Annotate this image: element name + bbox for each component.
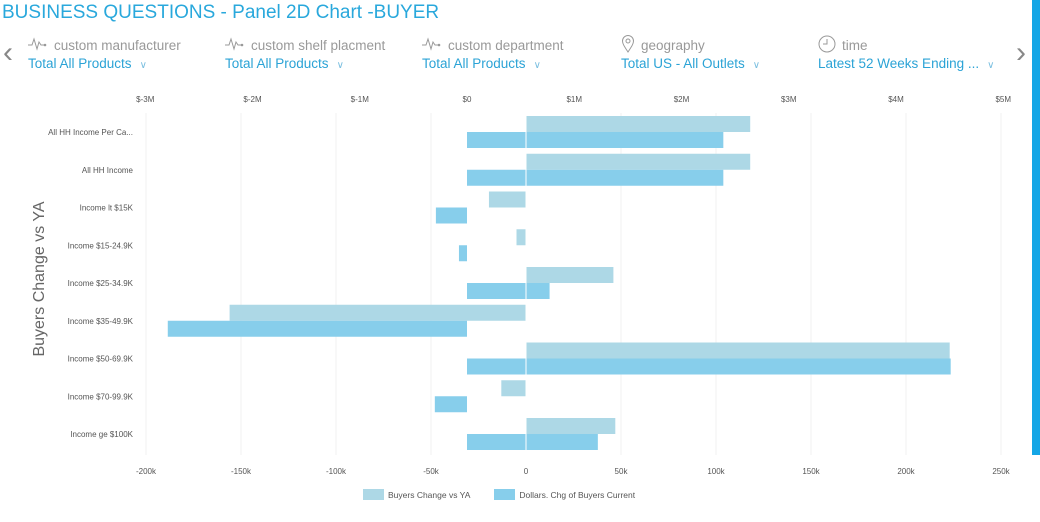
bar-dollars-change (434, 396, 467, 413)
legend-swatch (494, 489, 516, 500)
filter-value: Latest 52 Weeks Ending ... (818, 56, 980, 71)
filter-dropdown[interactable]: Total All Products ∨ (225, 56, 415, 71)
top-tick-label: $-1M (351, 95, 370, 104)
top-tick-label: $-3M (136, 95, 155, 104)
filter-custom-department[interactable]: custom department Total All Products ∨ (422, 36, 612, 71)
bar-dollars-change (435, 207, 467, 224)
bar-buyers-change (526, 116, 751, 132)
bottom-tick-label: 100k (707, 467, 725, 476)
legend: Buyers Change vs YA Dollars. Chg of Buye… (363, 489, 635, 500)
category-label: Income $35-49.9K (68, 317, 134, 326)
pulse-icon (225, 36, 245, 54)
location-pin-icon (621, 34, 635, 56)
bottom-tick-label: -100k (326, 467, 347, 476)
filter-value: Total All Products (422, 56, 526, 71)
legend-item-buyers[interactable]: Buyers Change vs YA (363, 489, 470, 500)
filter-custom-shelf-placment[interactable]: custom shelf placment Total All Products… (225, 36, 415, 71)
category-label: All HH Income Per Ca... (48, 128, 133, 137)
scrollbar[interactable] (1032, 0, 1040, 455)
filter-label-text: geography (641, 37, 705, 53)
chevron-down-icon: ∨ (987, 60, 995, 71)
top-tick-label: $-2M (243, 95, 262, 104)
bottom-tick-label: 150k (802, 467, 820, 476)
top-tick-label: $1M (566, 95, 582, 104)
bar-buyers-change (501, 380, 526, 397)
legend-label: Buyers Change vs YA (388, 489, 471, 500)
filter-label-text: custom shelf placment (251, 37, 386, 53)
bar-buyers-change (526, 418, 616, 434)
filter-dropdown[interactable]: Total US - All Outlets ∨ (621, 56, 811, 71)
legend-item-dollars[interactable]: Dollars. Chg of Buyers Current (494, 489, 635, 500)
pulse-icon (28, 36, 48, 54)
bar-buyers-change (526, 153, 751, 170)
page-title: BUSINESS QUESTIONS - Panel 2D Chart -BUY… (2, 2, 440, 23)
bottom-tick-label: -200k (136, 467, 157, 476)
bottom-tick-label: 50k (615, 467, 629, 476)
bar-buyers-change (526, 342, 950, 359)
filter-value: Total All Products (225, 56, 329, 71)
category-label: All HH Income (82, 166, 134, 175)
next-filters-button[interactable]: › (1016, 36, 1026, 69)
chevron-down-icon: ∨ (533, 60, 541, 71)
bar-dollars-change (467, 132, 724, 148)
clock-icon (818, 35, 836, 56)
legend-label: Dollars. Chg of Buyers Current (519, 489, 636, 500)
top-tick-label: $3M (781, 95, 797, 104)
filter-dropdown[interactable]: Total All Products ∨ (422, 56, 612, 71)
category-label: Income $25-34.9K (68, 279, 134, 288)
chevron-down-icon: ∨ (752, 60, 761, 71)
bottom-tick-label: 200k (897, 467, 915, 476)
filter-label-text: time (842, 37, 868, 53)
top-tick-label: $5M (995, 95, 1011, 104)
bar-dollars-change (467, 358, 951, 375)
filter-label: custom department (422, 36, 612, 54)
filter-label: custom manufacturer (28, 36, 218, 54)
category-label: Income $50-69.9K (68, 355, 134, 364)
bar-buyers-change (229, 304, 526, 321)
filter-time[interactable]: time Latest 52 Weeks Ending ... ∨ (818, 35, 1008, 71)
chevron-down-icon: ∨ (139, 60, 147, 71)
pulse-icon (422, 36, 442, 54)
category-label: Income lt $15K (80, 204, 134, 213)
bar-buyers-change (516, 229, 526, 246)
bottom-tick-label: 250k (992, 467, 1010, 476)
top-tick-label: $4M (888, 95, 904, 104)
bar-dollars-change (467, 283, 550, 299)
filter-label: time (818, 35, 1008, 56)
bar-dollars-change (458, 245, 467, 262)
filter-dropdown[interactable]: Total All Products ∨ (28, 56, 218, 71)
bar-dollars-change (167, 320, 467, 337)
bottom-tick-label: -50k (423, 467, 440, 476)
bar-dollars-change (467, 169, 724, 186)
filter-label-text: custom manufacturer (54, 37, 181, 53)
category-label: Income $15-24.9K (68, 241, 134, 250)
filter-custom-manufacturer[interactable]: custom manufacturer Total All Products ∨ (28, 36, 218, 71)
bar-dollars-change (467, 434, 598, 450)
legend-swatch (363, 489, 384, 500)
top-tick-label: $2M (674, 95, 690, 104)
filter-value: Total All Products (28, 56, 132, 71)
bar-buyers-change (526, 267, 614, 283)
filter-geography[interactable]: geography Total US - All Outlets ∨ (621, 34, 811, 71)
category-label: Income $70-99.9K (68, 392, 134, 401)
filter-label: geography (621, 34, 811, 56)
filter-dropdown[interactable]: Latest 52 Weeks Ending ... ∨ (818, 56, 1008, 71)
bar-buyers-change (488, 191, 526, 208)
top-tick-label: $0 (463, 95, 472, 104)
filter-label: custom shelf placment (225, 36, 415, 54)
category-label: Income ge $100K (70, 430, 133, 439)
bottom-tick-label: -150k (231, 467, 252, 476)
prev-filters-button[interactable]: ‹ (3, 36, 13, 69)
bottom-tick-label: 0 (524, 467, 529, 476)
filter-value: Total US - All Outlets (621, 56, 745, 71)
chevron-down-icon: ∨ (336, 60, 344, 71)
filter-label-text: custom department (448, 37, 564, 53)
